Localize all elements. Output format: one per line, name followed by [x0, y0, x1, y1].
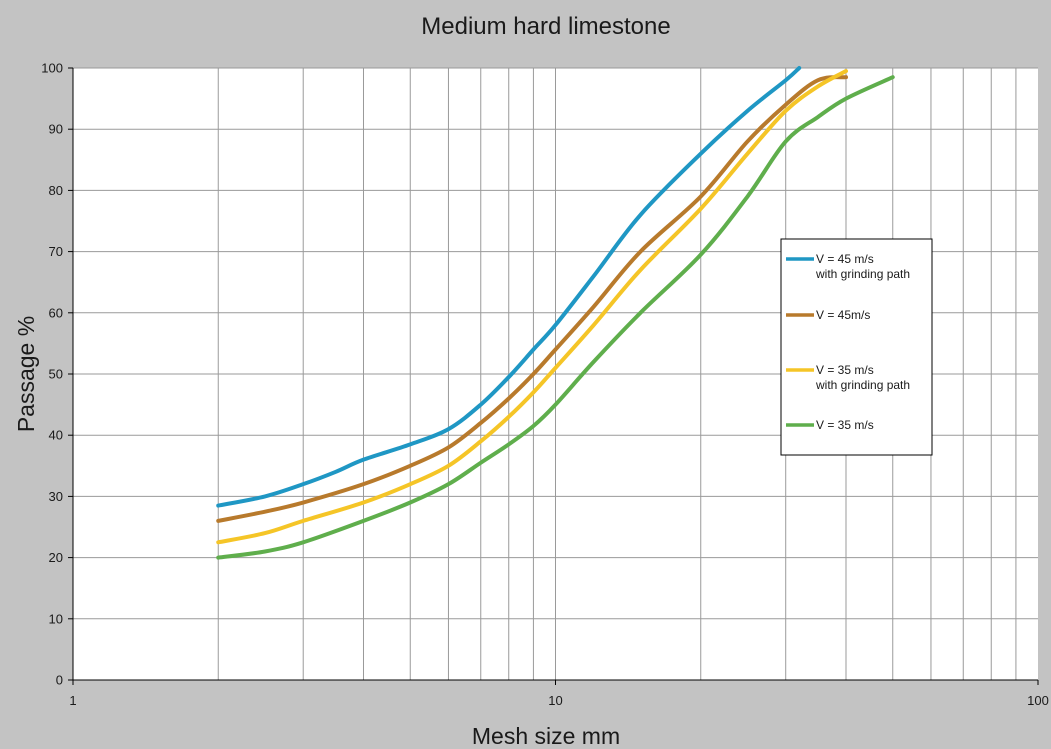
x-tick-label: 1: [69, 693, 76, 708]
series-lines: [216, 66, 895, 560]
y-tick-label: 60: [49, 305, 63, 320]
y-tick-label: 80: [49, 183, 63, 198]
x-axis-label: Mesh size mm: [472, 723, 620, 749]
series-line-3: [216, 69, 848, 545]
legend-label: V = 45m/s: [816, 308, 870, 322]
legend-label: with grinding path: [815, 267, 910, 281]
y-tick-label: 90: [49, 122, 63, 137]
y-tick-label: 0: [56, 673, 63, 688]
series-line-2: [216, 75, 848, 523]
y-tick-label: 10: [49, 611, 63, 626]
y-tick-label: 40: [49, 428, 63, 443]
y-tick-label: 30: [49, 489, 63, 504]
legend-label: V = 35 m/s: [816, 418, 874, 432]
y-tick-label: 70: [49, 244, 63, 259]
legend-label: V = 45 m/s: [816, 252, 874, 266]
legend-box: [780, 238, 933, 456]
series-line-1: [216, 66, 802, 508]
legend-label: with grinding path: [815, 378, 910, 392]
x-tick-label: 10: [548, 693, 562, 708]
y-tick-label: 100: [41, 61, 63, 76]
y-tick-label: 50: [49, 367, 63, 382]
y-axis-label: Passage %: [13, 316, 39, 432]
y-tick-label: 20: [49, 550, 63, 565]
chart-title: Medium hard limestone: [421, 13, 670, 40]
x-tick-label: 100: [1027, 693, 1049, 708]
legend-label: V = 35 m/s: [816, 363, 874, 377]
series-line-4: [216, 75, 895, 560]
